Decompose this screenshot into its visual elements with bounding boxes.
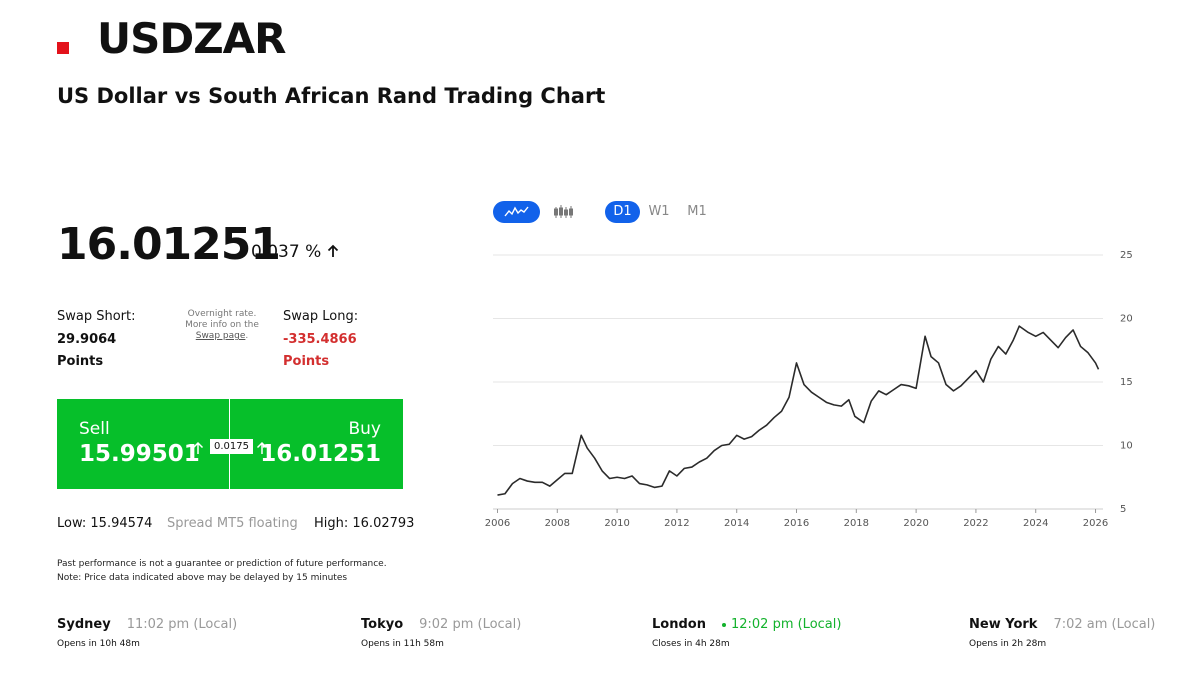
x-tick-label: 2010 — [604, 518, 629, 529]
sell-label[interactable]: Sell — [79, 419, 110, 439]
subtitle: US Dollar vs South African Rand Trading … — [57, 84, 606, 108]
x-tick-label: 2024 — [1023, 518, 1048, 529]
timeframe-button[interactable]: D1 — [605, 201, 640, 223]
y-tick-label: 25 — [1120, 250, 1133, 261]
session-status: Closes in 4h 28m — [652, 639, 730, 649]
spread-type: Spread MT5 floating — [167, 516, 298, 531]
price: 16.01251 — [57, 219, 281, 270]
swap-short-unit: Points — [57, 354, 104, 369]
city: New York — [969, 617, 1038, 632]
buy-arrow — [256, 441, 268, 454]
x-tick-label: 2014 — [724, 518, 749, 529]
x-tick-label: 2020 — [903, 518, 928, 529]
x-tick-label: 2016 — [784, 518, 809, 529]
session-time: 12:02 pm (Local) — [721, 617, 842, 632]
y-tick-label: 5 — [1120, 504, 1126, 515]
sell-arrow — [192, 441, 204, 454]
session: London 12:02 pm (Local) — [652, 617, 841, 632]
session-time: 11:02 pm (Local) — [126, 617, 238, 632]
y-tick-label: 10 — [1120, 441, 1133, 452]
x-tick-label: 2022 — [963, 518, 988, 529]
disclaimer: Note: Price data indicated above may be … — [57, 573, 348, 583]
session: New York 7:02 am (Local) — [969, 617, 1155, 632]
price-line — [497, 325, 1100, 496]
swap-short-label: Swap Short: — [57, 309, 136, 324]
candle-chart-button[interactable] — [550, 201, 578, 223]
trade-box: Sell 15.99501 0.0175 Buy 16.01251 — [57, 399, 403, 489]
y-tick-label: 20 — [1120, 314, 1133, 325]
price-chart: 5 10 15 20 25 2006 2008 2010 2012 2014 2016 2018 202… — [485, 250, 1133, 529]
note-end: . — [245, 331, 249, 341]
session-time: 7:02 am (Local) — [1053, 617, 1156, 632]
disclaimer: Past performance is not a guarantee or p… — [57, 559, 387, 569]
session-status: Opens in 10h 48m — [57, 639, 140, 649]
session-time-text: 12:02 pm (Local) — [730, 617, 842, 632]
swap-short-value: 29.9064 — [57, 332, 117, 347]
session-status: Opens in 11h 58m — [361, 639, 444, 649]
timeframe-button[interactable]: M1 — [687, 204, 707, 219]
low: Low: 15.94574 — [57, 516, 153, 531]
timeframe-button[interactable]: W1 — [648, 204, 670, 219]
buy-price[interactable]: 16.01251 — [260, 441, 381, 467]
note-text: Overnight rate. More info on the — [185, 309, 259, 330]
change-value: 0.037 % — [251, 242, 322, 262]
buy-label[interactable]: Buy — [348, 419, 382, 439]
x-tick-label: 2006 — [485, 518, 510, 529]
session-status: Opens in 2h 28m — [969, 639, 1047, 649]
line-icon — [504, 206, 529, 217]
swap-long-unit: Points — [283, 354, 330, 369]
sell-price[interactable]: 15.99501 — [79, 441, 200, 467]
candle-icon — [554, 205, 573, 218]
open-dot — [721, 622, 726, 627]
swap-long-label: Swap Long: — [283, 309, 359, 324]
change: 0.037 % — [251, 242, 339, 262]
swap-long-value: -335.4866 — [283, 332, 357, 347]
swap-note: Overnight rate. More info on the Swap pa… — [182, 309, 262, 342]
line-chart-button[interactable] — [493, 201, 540, 223]
x-tick-label: 2008 — [545, 518, 570, 529]
x-tick-label: 2018 — [844, 518, 869, 529]
city: Tokyo — [361, 617, 404, 632]
city: Sydney — [57, 617, 111, 632]
symbol: USDZAR — [97, 14, 287, 63]
session: Sydney 11:02 pm (Local) — [57, 617, 237, 632]
city: London — [652, 617, 706, 632]
up-arrow — [327, 244, 338, 257]
y-tick-label: 15 — [1120, 377, 1133, 388]
session: Tokyo 9:02 pm (Local) — [361, 617, 521, 632]
session-time: 9:02 pm (Local) — [419, 617, 522, 632]
spread: 0.0175 — [210, 439, 253, 454]
high: High: 16.02793 — [314, 516, 415, 531]
x-tick-label: 2012 — [664, 518, 689, 529]
brand-mark — [57, 42, 69, 54]
swap-link[interactable]: Swap page — [195, 331, 246, 341]
x-tick-label: 2026 — [1083, 518, 1108, 529]
